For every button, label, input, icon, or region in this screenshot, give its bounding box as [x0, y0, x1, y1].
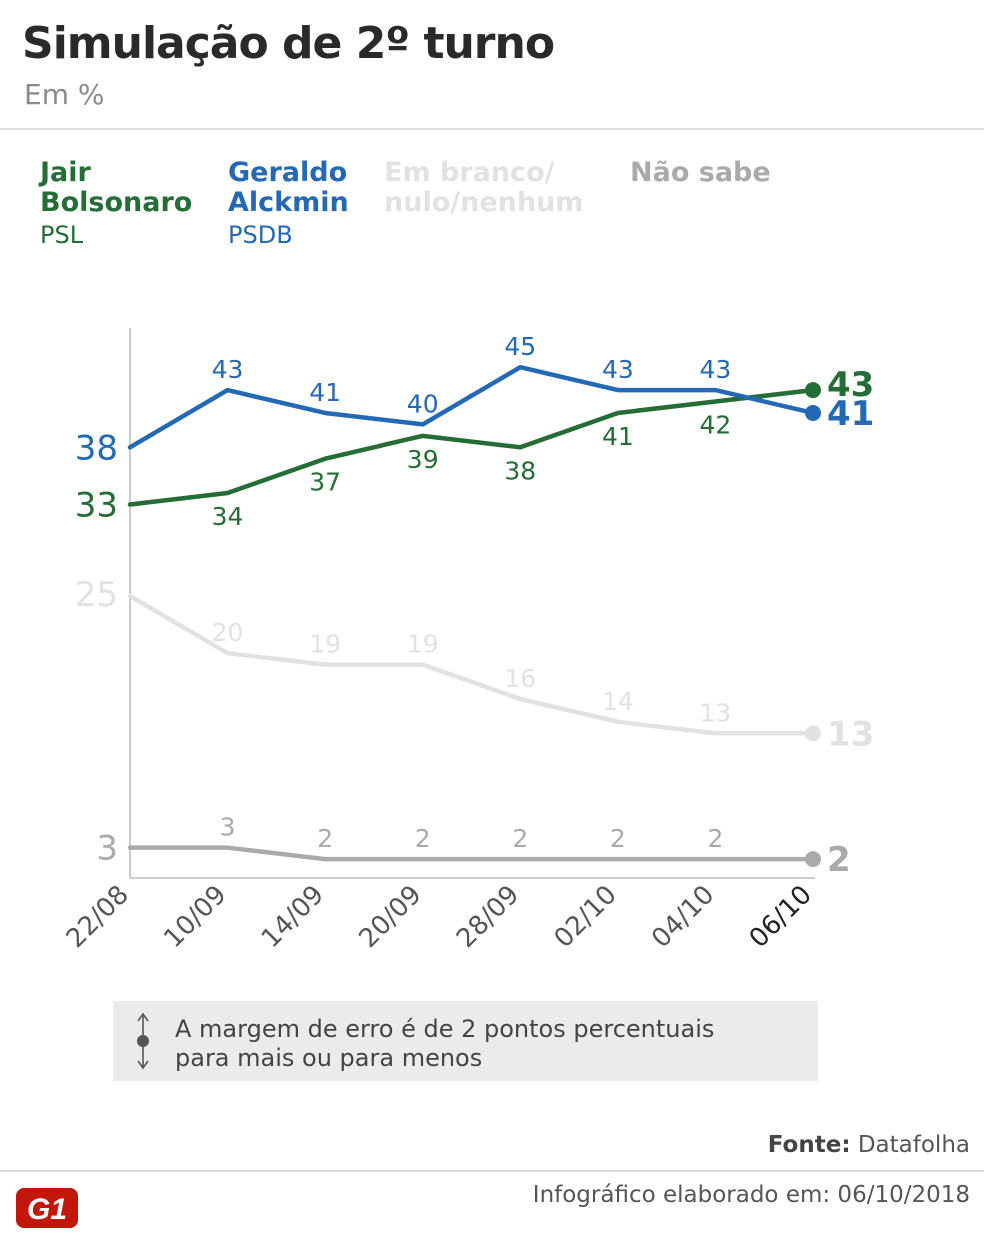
data-label: 41 — [602, 422, 634, 451]
end-point-marker — [805, 725, 821, 742]
end-value-label: 13 — [827, 714, 874, 754]
data-label: 40 — [407, 389, 439, 418]
legend-item-nao-sabe: Não sabe — [630, 158, 771, 188]
end-point-marker — [805, 404, 821, 421]
data-label: 39 — [407, 445, 439, 474]
data-label: 2 — [317, 824, 333, 853]
legend-party: PSDB — [228, 221, 293, 249]
legend-item-bolsonaro: Jair Bolsonaro PSL — [40, 158, 192, 250]
logo-text: G1 — [27, 1193, 67, 1226]
start-value-label: 3 — [96, 829, 118, 869]
end-value-label: 2 — [827, 840, 851, 880]
series-line — [127, 387, 816, 507]
x-tick-label: 10/09 — [158, 880, 232, 954]
chart-title: Simulação de 2º turno — [22, 18, 555, 69]
data-label: 43 — [602, 355, 634, 384]
start-value-label: 25 — [75, 575, 118, 615]
data-label: 38 — [504, 456, 536, 485]
x-tick-label: 04/10 — [646, 880, 720, 954]
data-label: 45 — [504, 332, 536, 361]
source-label: Fonte: — [767, 1132, 851, 1158]
start-value-label: 33 — [75, 485, 118, 525]
series-line — [127, 593, 816, 736]
data-label: 34 — [212, 502, 244, 531]
legend-name: Não sabe — [630, 157, 771, 188]
end-value-label: 41 — [827, 394, 874, 434]
footer-divider — [0, 1170, 984, 1172]
data-label: 3 — [220, 813, 236, 842]
x-tick-label: 20/09 — [353, 880, 427, 954]
x-tick-label: 14/09 — [256, 880, 330, 954]
g1-logo: G1 — [16, 1188, 78, 1228]
data-label: 42 — [700, 411, 732, 440]
x-tick-label: 22/08 — [61, 880, 135, 954]
data-label: 37 — [309, 468, 341, 497]
legend-name: Jair Bolsonaro — [40, 157, 193, 218]
start-value-label: 38 — [75, 428, 118, 468]
data-label: 2 — [610, 824, 626, 853]
x-tick-label: 28/09 — [451, 880, 525, 954]
error-margin-icon — [137, 1012, 149, 1070]
data-label: 19 — [309, 630, 341, 659]
data-label: 2 — [415, 824, 431, 853]
series-line — [127, 364, 816, 450]
data-label: 43 — [212, 355, 244, 384]
legend-item-branco-nulo: Em branco/ nulo/nenhum — [384, 158, 583, 218]
legend-party: PSL — [40, 221, 84, 249]
data-label: 13 — [700, 698, 732, 727]
data-label: 43 — [700, 355, 732, 384]
end-point-marker — [805, 851, 821, 868]
data-label: 19 — [407, 630, 439, 659]
error-margin-note: A margem de erro é de 2 pontos percentua… — [113, 1001, 818, 1081]
chart-subtitle: Em % — [24, 78, 105, 111]
legend-item-alckmin: Geraldo Alckmin PSDB — [228, 158, 349, 250]
series-line — [127, 845, 816, 862]
source-name: Datafolha — [857, 1132, 970, 1158]
header-divider — [0, 128, 984, 130]
data-label: 16 — [504, 664, 536, 693]
error-margin-text: A margem de erro é de 2 pontos percentua… — [175, 1015, 715, 1072]
source-credit: Fonte: Datafolha — [768, 1132, 970, 1158]
data-label: 2 — [707, 824, 723, 853]
x-tick-label: 06/10 — [744, 880, 818, 954]
end-value-label: 43 — [827, 365, 874, 405]
data-label: 2 — [512, 824, 528, 853]
x-tick-label: 02/10 — [549, 880, 623, 954]
data-label: 20 — [212, 618, 244, 647]
data-label: 14 — [602, 687, 634, 716]
infographic-credit: Infográfico elaborado em: 06/10/2018 — [532, 1182, 970, 1208]
end-point-marker — [805, 382, 821, 399]
data-label: 41 — [309, 378, 341, 407]
legend-name: Em branco/ nulo/nenhum — [384, 157, 584, 218]
legend-name: Geraldo Alckmin — [228, 157, 349, 218]
